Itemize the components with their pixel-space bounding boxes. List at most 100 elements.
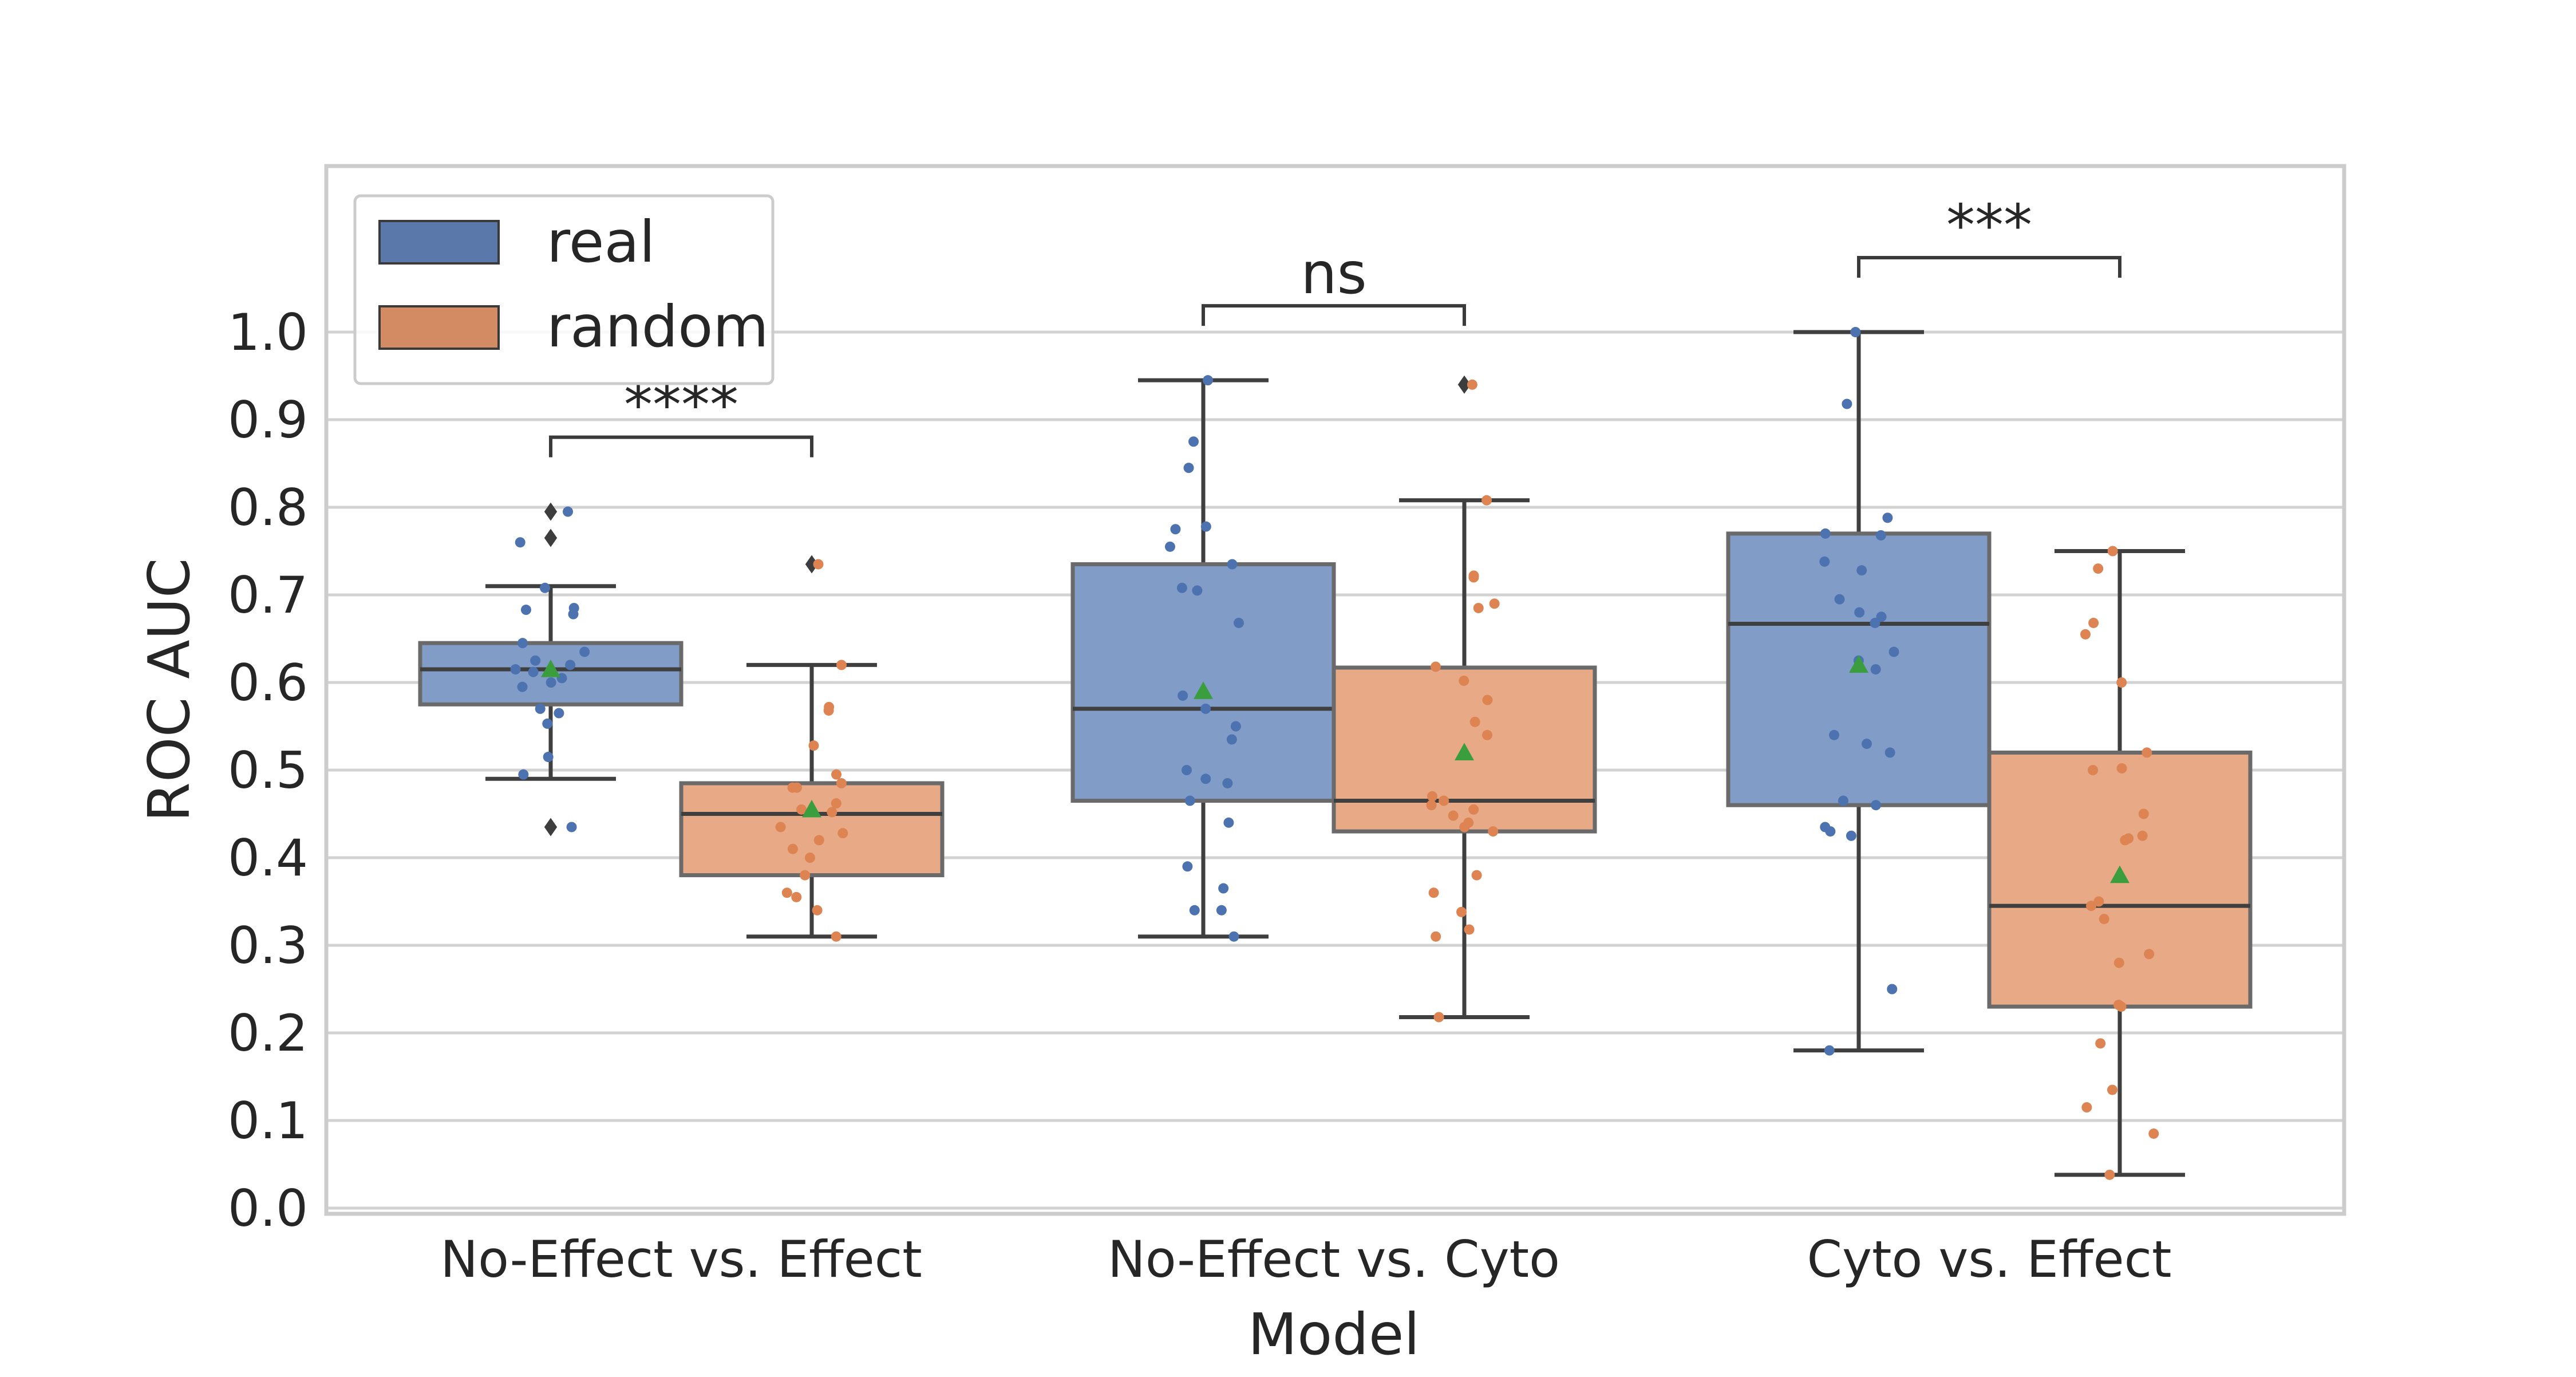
data-point	[1876, 611, 1887, 622]
y-axis-ticks: 0.0 0.1 0.2 0.3 0.4 0.5 0.6 0.7 0.8 0.9 1.0	[228, 303, 308, 1238]
data-point	[1230, 721, 1241, 732]
data-point	[1846, 830, 1856, 841]
data-point	[1882, 512, 1893, 523]
data-point	[1489, 598, 1500, 609]
mean-marker	[1849, 655, 1868, 673]
data-point	[1448, 810, 1459, 821]
mean-marker	[2110, 865, 2129, 883]
data-point	[1218, 883, 1229, 894]
data-point	[836, 778, 847, 788]
legend-label-real: real	[547, 208, 655, 275]
data-point	[2116, 1001, 2127, 1012]
data-point	[2142, 747, 2152, 758]
data-point	[517, 681, 528, 692]
data-point	[520, 605, 531, 615]
data-point	[1829, 729, 1840, 740]
data-point	[1216, 905, 1227, 916]
data-point	[2104, 1169, 2115, 1180]
data-point	[543, 752, 554, 763]
data-point	[813, 559, 824, 570]
significance-bracket	[549, 435, 813, 457]
significance-label: ***	[1946, 192, 2032, 259]
data-point	[1433, 1012, 1444, 1023]
legend-swatch-real	[378, 220, 500, 265]
data-point	[831, 769, 842, 780]
data-point	[804, 853, 815, 863]
data-point	[1200, 774, 1211, 784]
data-point	[517, 638, 528, 649]
x-tick-label: Cyto vs. Effect	[1807, 1230, 2172, 1289]
data-point	[1875, 530, 1886, 540]
data-point	[510, 664, 521, 675]
outlier-marker	[544, 502, 558, 521]
data-point	[2099, 914, 2109, 925]
data-point	[1459, 822, 1470, 832]
data-point	[2093, 896, 2104, 907]
data-point	[1482, 729, 1493, 740]
y-tick-label: 0.1	[228, 1091, 308, 1150]
data-point	[1200, 521, 1211, 532]
data-point	[2116, 763, 2127, 774]
data-point	[2095, 1038, 2106, 1049]
data-point	[1428, 887, 1439, 898]
data-point	[1182, 861, 1193, 872]
outlier-marker	[805, 555, 819, 574]
data-point	[563, 506, 574, 517]
y-tick-label: 0.8	[228, 478, 308, 537]
data-point	[2107, 546, 2118, 557]
data-point	[1456, 906, 1467, 917]
x-tick-label: No-Effect vs. Cyto	[1108, 1230, 1560, 1289]
data-point	[2080, 629, 2091, 640]
x-tick-label: No-Effect vs. Effect	[440, 1230, 922, 1289]
data-point	[2113, 957, 2124, 968]
data-point	[542, 718, 553, 729]
data-point	[781, 887, 792, 898]
data-point	[1464, 924, 1475, 935]
data-point	[1481, 495, 1492, 506]
data-point	[836, 660, 847, 670]
data-point	[1473, 602, 1484, 613]
data-point	[1887, 984, 1898, 995]
data-point	[1870, 664, 1881, 675]
data-point	[1200, 703, 1211, 714]
legend-swatch-random	[378, 305, 500, 350]
gridlines	[326, 330, 2344, 1210]
data-point	[1482, 695, 1493, 705]
data-point	[1856, 565, 1867, 576]
y-tick-label: 0.4	[228, 828, 308, 887]
data-point	[1459, 675, 1469, 686]
data-point	[1862, 739, 1872, 749]
data-point	[791, 782, 802, 793]
data-point	[1430, 661, 1441, 672]
data-point	[1825, 826, 1836, 837]
data-point	[1223, 817, 1234, 828]
data-point	[813, 835, 824, 846]
data-point	[1427, 791, 1438, 802]
data-point	[1471, 870, 1482, 881]
data-point	[2086, 901, 2097, 912]
data-point	[1842, 398, 1852, 409]
data-point	[1234, 617, 1244, 628]
data-point	[1188, 436, 1199, 447]
significance-bracket	[1857, 255, 2121, 278]
data-point	[2093, 563, 2104, 574]
data-point	[1222, 778, 1233, 788]
data-point	[1468, 804, 1479, 815]
data-point	[1431, 931, 1441, 942]
data-point	[1226, 734, 1237, 745]
data-point	[1178, 690, 1188, 701]
y-tick-label: 0.9	[228, 390, 308, 449]
plot-marks: ****ns***	[418, 192, 2253, 1180]
data-point	[2120, 835, 2131, 846]
data-point	[1467, 379, 1477, 390]
data-point	[2088, 617, 2099, 628]
data-point	[554, 708, 564, 719]
data-point	[1488, 826, 1499, 837]
mean-marker	[802, 799, 821, 818]
data-point	[791, 891, 802, 902]
data-point	[1871, 800, 1882, 811]
y-tick-label: 0.5	[228, 741, 308, 800]
data-point	[1820, 528, 1831, 539]
data-point	[1854, 607, 1865, 618]
